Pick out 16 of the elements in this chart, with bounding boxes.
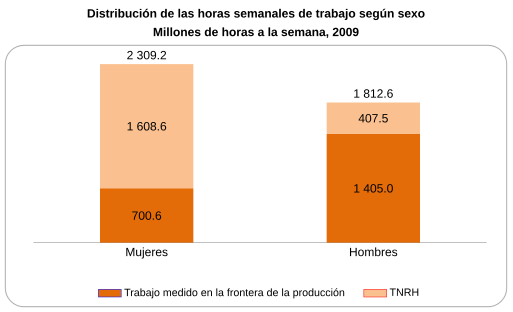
data-label: 1 405.0 xyxy=(354,184,393,193)
chart-title: Distribución de las horas semanales de trabajo según sexo xyxy=(88,8,425,20)
bar xyxy=(326,134,420,243)
x-tick-label: Hombres xyxy=(350,247,398,256)
chart-subtitle: Millones de horas a la semana, 2009 xyxy=(154,27,359,38)
data-label: 1 608.6 xyxy=(128,122,166,131)
total-label: 2 309.2 xyxy=(127,50,166,60)
legend-label: TNRH xyxy=(390,288,418,296)
total-label: 1 812.6 xyxy=(354,89,393,98)
legend-label: Trabajo medido en la frontera de la producción xyxy=(124,288,344,298)
data-label: 407.5 xyxy=(358,114,388,123)
x-tick-label: Mujeres xyxy=(126,247,168,259)
bar xyxy=(100,64,194,188)
data-label: 700.6 xyxy=(132,211,162,220)
bar xyxy=(326,102,420,134)
bar xyxy=(100,188,194,243)
